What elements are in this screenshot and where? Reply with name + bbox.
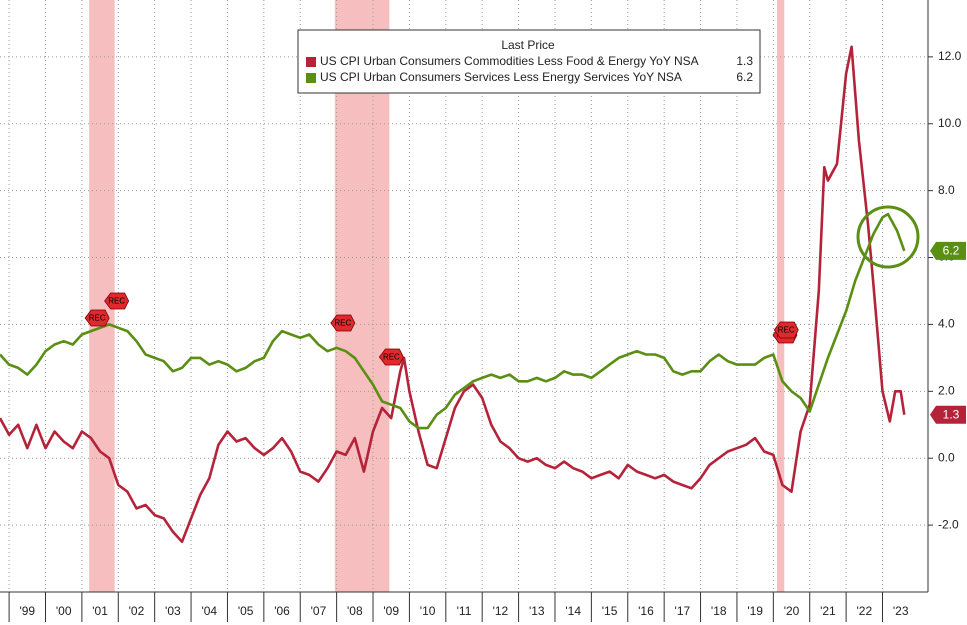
recession-band (334, 0, 390, 592)
legend-label: US CPI Urban Consumers Commodities Less … (320, 54, 699, 68)
x-tick-label: '15 (602, 604, 618, 618)
x-tick-label: '04 (201, 604, 217, 618)
legend-last-price: 1.3 (736, 54, 753, 68)
recession-marker: REC (773, 321, 799, 339)
x-tick-label: '99 (19, 604, 35, 618)
y-tick-label: -2.0 (938, 517, 959, 531)
series-layer (0, 45, 906, 544)
x-tick-label: '03 (165, 604, 181, 618)
x-tick-label: '10 (420, 604, 436, 618)
recession-marker-label: REC (778, 326, 795, 335)
recession-marker: REC (330, 314, 356, 332)
x-tick-label: '18 (711, 604, 727, 618)
x-tick-label: '14 (565, 604, 581, 618)
highlight-circle (856, 205, 920, 269)
recession-marker-shape (378, 348, 404, 366)
recession-marker-label: REC (108, 297, 125, 306)
recession-marker-label: REC (334, 319, 351, 328)
x-tick-label: '00 (56, 604, 72, 618)
x-tick-label: '09 (383, 604, 399, 618)
x-tick-label: '07 (311, 604, 327, 618)
legend: Last Price US CPI Urban Consumers Commod… (297, 29, 761, 94)
recession-marker-label: REC (89, 314, 106, 323)
recession-marker: REC (104, 292, 130, 310)
x-tick-label: '21 (820, 604, 836, 618)
last-price-tag-label: 1.3 (943, 407, 960, 421)
x-tick-label: '08 (347, 604, 363, 618)
y-tick-label: 4.0 (938, 317, 955, 331)
y-tick-label: 10.0 (938, 116, 962, 130)
x-tick-label: '06 (274, 604, 290, 618)
x-tick-label: '13 (529, 604, 545, 618)
series-line (0, 212, 906, 430)
recession-marker: REC (378, 348, 404, 366)
recession-band (776, 0, 785, 592)
y-tick-label: 12.0 (938, 49, 962, 63)
recession-marker-shape (104, 292, 130, 310)
y-tick-label: 2.0 (938, 383, 955, 397)
recession-marker-shape (330, 314, 356, 332)
recession-marker: REC (84, 309, 110, 327)
y-tick-label: 0.0 (938, 450, 955, 464)
x-tick-label: '22 (856, 604, 872, 618)
x-tick-label: '01 (92, 604, 108, 618)
x-tick-label: '05 (238, 604, 254, 618)
legend-swatch (306, 57, 316, 67)
legend-last-price: 6.2 (736, 70, 753, 84)
legend-swatch (306, 73, 316, 83)
x-tick-label: '23 (893, 604, 909, 618)
recession-marker-label: REC (383, 353, 400, 362)
x-tick-label: '19 (747, 604, 763, 618)
background-layer (89, 0, 785, 592)
y-tick-label: 8.0 (938, 183, 955, 197)
last-price-tag-label: 6.2 (943, 244, 960, 258)
x-tick-label: '11 (457, 604, 472, 618)
x-tick-label: '02 (129, 604, 145, 618)
last-price-tag (930, 241, 966, 260)
x-tick-label: '12 (493, 604, 509, 618)
legend-title: Last Price (501, 38, 555, 52)
x-tick-label: '16 (638, 604, 654, 618)
x-tick-label: '17 (675, 604, 691, 618)
last-price-tag (930, 405, 966, 424)
foreground-layer: RECRECRECRECRECREC1.36.2 (84, 241, 966, 424)
legend-box (297, 29, 761, 94)
recession-marker-shape (84, 309, 110, 327)
series-line (0, 45, 906, 544)
x-tick-label: '20 (784, 604, 800, 618)
legend-label: US CPI Urban Consumers Services Less Ene… (320, 70, 682, 84)
recession-marker-shape (773, 321, 799, 339)
